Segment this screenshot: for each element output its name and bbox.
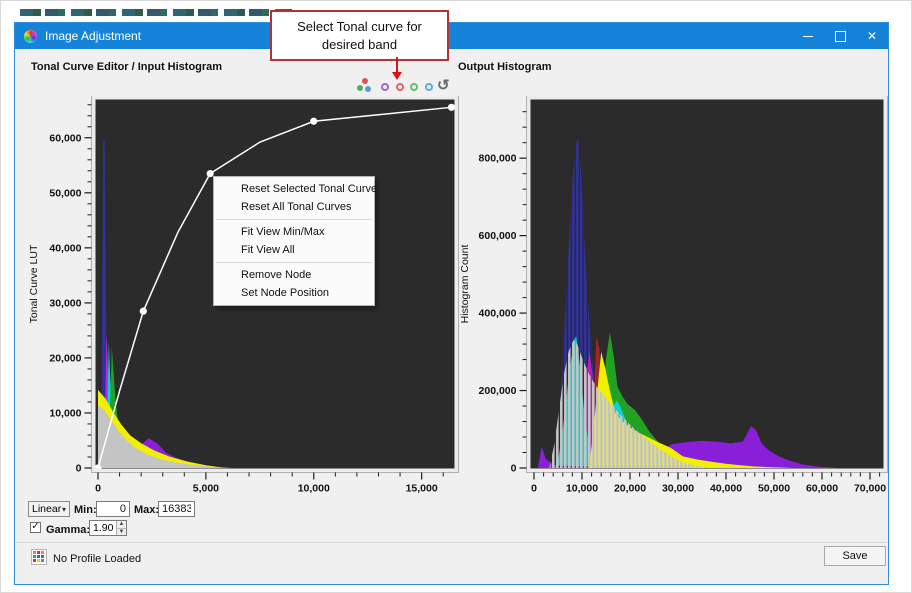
maximize-button[interactable] [824,23,856,49]
callout-arrowhead-icon [392,72,402,80]
svg-text:Histogram Count: Histogram Count [459,245,471,324]
minimize-button[interactable] [792,23,824,49]
chevron-down-icon: ▾ [61,504,66,514]
menu-item-remove-node[interactable]: Remove Node [241,269,312,281]
svg-text:50,000: 50,000 [758,483,790,495]
image-adjustment-dialog: Image Adjustment ✕ Tonal Curve Editor / … [14,22,889,585]
svg-text:0: 0 [531,483,537,495]
reset-curve-icon[interactable]: ↺ [437,77,450,94]
all-bands-dot-icon [365,86,371,92]
svg-text:50,000: 50,000 [49,187,81,199]
app-icon [24,29,37,43]
all-bands-button[interactable] [357,76,375,96]
profile-status: No Profile Loaded [53,553,142,565]
output-histogram-chart: 0 200,000 400,000 600,000 800,000 0 10,000 20,0… [459,96,888,495]
min-input[interactable] [96,501,130,517]
spinner-up-icon[interactable]: ▲ [117,521,126,529]
svg-text:30,000: 30,000 [49,297,81,309]
svg-text:20,000: 20,000 [49,352,81,364]
callout-text: Select Tonal curve for desired band [297,18,422,52]
right-panel-title: Output Histogram [458,61,552,73]
svg-text:Tonal Curve LUT: Tonal Curve LUT [28,244,40,323]
footer-divider [16,542,887,543]
spinner-down-icon[interactable]: ▼ [117,528,126,535]
window-title: Image Adjustment [45,29,142,43]
profile-palette-icon[interactable] [31,549,47,565]
callout-arrow-icon [396,57,398,73]
svg-text:5,000: 5,000 [193,483,219,495]
titlebar[interactable]: Image Adjustment ✕ [15,23,888,49]
gamma-checkbox[interactable]: ✓ [30,520,41,533]
band-button-green[interactable] [410,83,418,91]
svg-text:10,000: 10,000 [298,483,330,495]
band-button-red[interactable] [395,83,404,91]
close-button[interactable]: ✕ [866,29,878,43]
svg-text:10,000: 10,000 [566,483,598,495]
spinner-buttons: ▲ ▼ [116,521,126,535]
svg-text:40,000: 40,000 [49,242,81,254]
svg-text:400,000: 400,000 [479,308,517,320]
svg-text:20,000: 20,000 [614,483,646,495]
svg-text:0: 0 [511,463,517,475]
band-button-purple[interactable] [381,83,389,91]
background-window-artifact [20,9,292,16]
svg-text:40,000: 40,000 [710,483,742,495]
menu-separator [216,219,372,220]
menu-item-fit-view-min-max[interactable]: Fit View Min/Max [241,226,325,238]
min-label: Min: [74,504,97,516]
maximize-icon [834,30,846,42]
menu-item-reset-selected-tonal-curve[interactable]: Reset Selected Tonal Curve [241,183,378,195]
left-panel-title: Tonal Curve Editor / Input Histogram [31,61,223,73]
svg-text:600,000: 600,000 [479,230,517,242]
svg-text:0: 0 [95,483,101,495]
svg-text:15,000: 15,000 [406,483,438,495]
save-button[interactable]: Save [824,546,886,566]
menu-item-set-node-position[interactable]: Set Node Position [241,287,330,299]
minimize-icon [803,35,813,37]
menu-separator [216,262,372,263]
svg-text:60,000: 60,000 [806,483,838,495]
max-label: Max: [134,504,160,516]
all-bands-dot-icon [362,78,368,84]
svg-text:800,000: 800,000 [479,153,517,165]
checkmark-icon: ✓ [31,520,40,532]
band-button-blue[interactable] [424,83,433,91]
svg-text:60,000: 60,000 [49,132,81,144]
gamma-input[interactable] [90,521,116,535]
scale-mode-value: Linear [32,503,62,515]
max-input[interactable] [158,501,195,517]
svg-text:10,000: 10,000 [49,407,81,419]
band-selector: ↺ [357,76,459,98]
gamma-label: Gamma: [46,524,91,536]
svg-text:70,000: 70,000 [854,483,886,495]
svg-text:200,000: 200,000 [479,385,517,397]
svg-text:0: 0 [76,463,82,475]
callout-tooltip: Select Tonal curve for desired band [270,10,449,61]
menu-item-reset-all-tonal-curves[interactable]: Reset All Tonal Curves [241,201,352,213]
gamma-spinner[interactable]: ▲ ▼ [89,520,127,536]
menu-item-fit-view-all[interactable]: Fit View All [241,244,295,256]
window-controls: ✕ [792,23,888,49]
scale-mode-dropdown[interactable]: Linear ▾ [28,501,70,517]
tonal-curve-editor-chart[interactable]: 0 10,000 20,000 30,000 40,000 50,000 60,000 0 5,… [21,96,461,501]
context-menu: Reset Selected Tonal Curve Reset All Ton… [213,176,378,306]
all-bands-dot-icon [357,85,363,91]
svg-text:30,000: 30,000 [662,483,694,495]
